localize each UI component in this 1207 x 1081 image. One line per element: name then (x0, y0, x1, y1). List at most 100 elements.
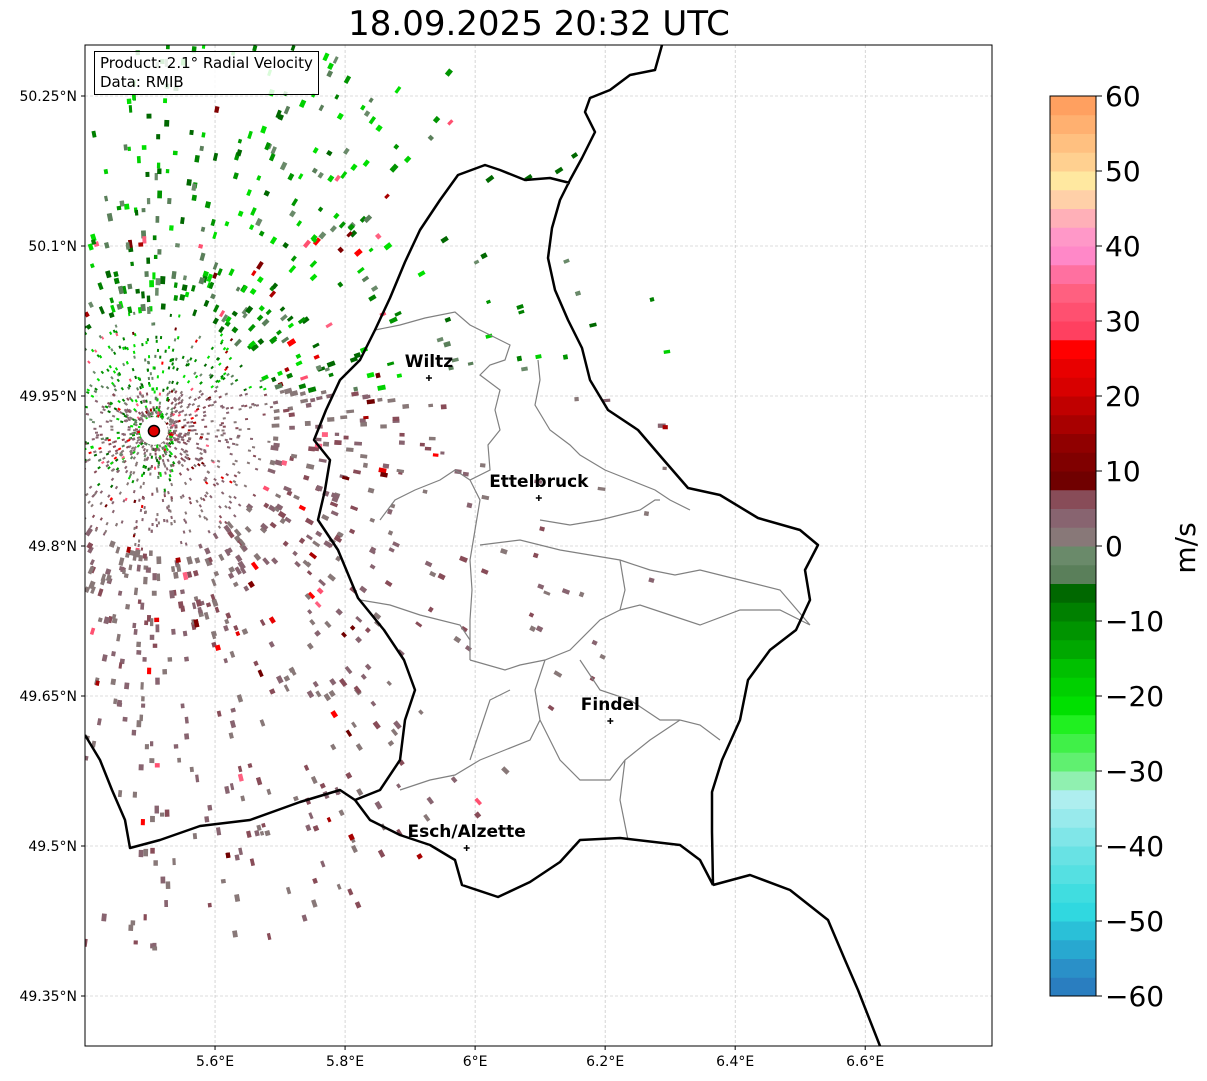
radar-echo (373, 612, 382, 620)
radar-echo (136, 444, 141, 448)
radar-echo (79, 434, 82, 436)
radar-echo (136, 451, 140, 456)
radar-echo (179, 404, 184, 409)
radar-echo (255, 217, 263, 227)
radar-echo (450, 776, 458, 784)
radar-echo (246, 461, 251, 465)
radar-echo (15, 316, 21, 322)
radar-echo (90, 348, 95, 353)
radar-echo (134, 375, 138, 380)
radar-echo (424, 560, 433, 568)
radar-echo (169, 412, 174, 416)
radar-echo (574, 396, 579, 402)
radar-echo (198, 504, 202, 508)
radar-echo (266, 788, 272, 796)
radar-echo (127, 146, 132, 152)
radar-echo (392, 541, 400, 548)
radar-echo (180, 438, 185, 442)
radar-echo (98, 447, 102, 450)
radar-echo (89, 524, 93, 529)
radar-echo (26, 505, 33, 511)
radar-echo (124, 346, 127, 350)
radar-echo (99, 433, 103, 436)
radar-echo (105, 270, 112, 279)
radar-echo (105, 385, 110, 390)
radar-echo (570, 152, 579, 159)
radar-echo (238, 538, 246, 547)
radar-echo (131, 367, 135, 372)
radar-echo (237, 435, 241, 438)
city-marker-icon (463, 845, 470, 851)
radar-echo (63, 645, 69, 652)
radar-echo (25, 454, 31, 460)
radar-echo (235, 427, 239, 430)
radar-echo (42, 555, 50, 564)
radar-echo (78, 70, 83, 78)
radar-echo (329, 501, 339, 508)
radar-echo (239, 364, 243, 368)
radar-echo (263, 393, 268, 397)
radar-echo (188, 529, 192, 533)
radar-echo (101, 441, 105, 444)
radar-echo (79, 442, 82, 444)
radar-echo (159, 410, 163, 415)
radar-echo (264, 829, 271, 837)
radar-echo (444, 68, 453, 77)
radar-echo (66, 524, 73, 532)
radar-echo (12, 352, 19, 359)
radar-echo (368, 247, 374, 253)
radar-echo (157, 465, 160, 469)
radar-echo (280, 314, 288, 322)
radar-echo (199, 452, 203, 456)
radar-echo (121, 432, 125, 436)
radar-echo (70, 750, 74, 755)
radar-echo (188, 395, 192, 400)
radar-echo (553, 670, 563, 678)
radar-echo (147, 376, 151, 381)
radar-echo (192, 569, 199, 577)
radar-echo (53, 460, 56, 463)
radar-echo (111, 617, 118, 624)
radar-echo (315, 364, 323, 371)
radar-echo (183, 413, 188, 417)
radar-echo (87, 243, 94, 251)
radar-echo (166, 416, 170, 420)
radar-echo (91, 438, 95, 441)
radar-echo (74, 352, 78, 356)
radar-echo (213, 477, 217, 482)
radar-echo (424, 446, 432, 451)
radar-echo (329, 678, 337, 686)
radar-echo (133, 343, 136, 348)
radar-echo (87, 500, 91, 505)
radar-echo (361, 275, 370, 283)
radar-echo (273, 408, 280, 414)
radar-echo (228, 495, 232, 499)
radar-echo (311, 167, 318, 174)
radar-echo (363, 110, 371, 117)
radar-echo (285, 886, 292, 895)
radar-echo (336, 112, 344, 121)
radar-echo (218, 520, 223, 525)
radar-echo (315, 530, 323, 538)
radar-echo (384, 579, 393, 587)
radar-echo (179, 432, 183, 435)
radar-echo (190, 387, 194, 392)
radar-echo (648, 577, 655, 584)
radar-echo (149, 741, 154, 747)
radar-echo (15, 499, 23, 505)
radar-echo (394, 310, 402, 317)
radar-echo (300, 398, 309, 404)
radar-echo (222, 432, 226, 435)
radar-echo (218, 362, 222, 366)
radar-echo (93, 450, 97, 454)
radar-echo (8, 470, 15, 476)
radar-echo (153, 408, 156, 412)
radar-echo (149, 618, 154, 627)
radar-echo (85, 447, 87, 451)
radar-echo (234, 459, 238, 463)
colorbar-segment (1050, 771, 1096, 791)
radar-echo (116, 436, 121, 440)
radar-echo (141, 445, 145, 449)
radar-echo (156, 489, 159, 493)
radar-echo (257, 457, 262, 461)
